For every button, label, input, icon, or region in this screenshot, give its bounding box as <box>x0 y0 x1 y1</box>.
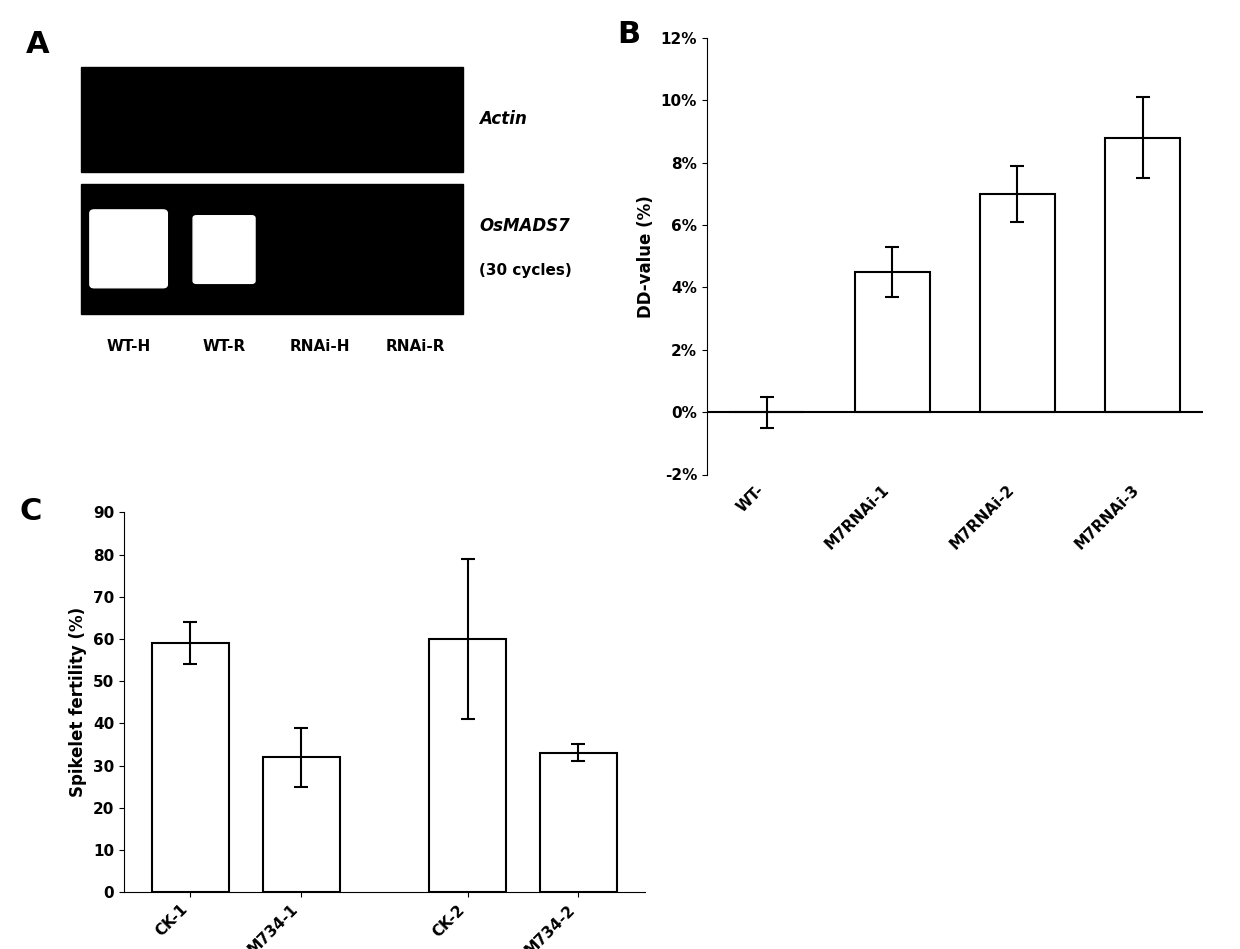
Bar <box>151 643 229 892</box>
Text: C: C <box>20 497 42 527</box>
Y-axis label: Spikelet fertility (%): Spikelet fertility (%) <box>69 607 87 797</box>
Text: RNAi-R: RNAi-R <box>386 339 445 354</box>
Text: RNAi-H: RNAi-H <box>289 339 350 354</box>
Text: A: A <box>26 29 50 59</box>
Bar <box>1105 138 1180 412</box>
Text: OsMADS7: OsMADS7 <box>479 216 570 234</box>
Bar <box>980 194 1055 412</box>
Bar <box>429 639 506 892</box>
FancyBboxPatch shape <box>89 210 167 288</box>
Bar <box>81 67 463 172</box>
Bar <box>539 753 618 892</box>
Bar <box>263 757 340 892</box>
Bar <box>81 184 463 313</box>
Y-axis label: DD-value (%): DD-value (%) <box>637 195 655 318</box>
Text: Actin: Actin <box>479 110 527 128</box>
Bar <box>854 271 930 412</box>
Text: WT-R: WT-R <box>202 339 246 354</box>
FancyBboxPatch shape <box>193 215 255 284</box>
Text: WT-H: WT-H <box>107 339 151 354</box>
Text: (30 cycles): (30 cycles) <box>479 263 572 278</box>
Text: B: B <box>618 21 641 49</box>
